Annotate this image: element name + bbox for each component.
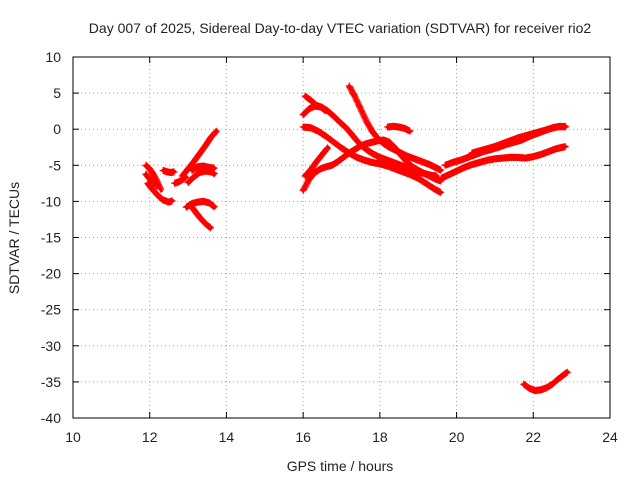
series-arc-6 [178,127,220,180]
series-arc-3 [142,170,161,190]
data-point [168,197,176,205]
series-arc-2 [144,179,176,206]
data-point [211,129,219,137]
data-point [323,145,331,153]
y-tick-label: 5 [53,85,61,101]
y-tick-label: -20 [41,266,61,282]
data-point [210,203,218,211]
y-tick-label: -25 [41,302,61,318]
data-point [437,166,445,174]
series-arc-20 [468,122,569,157]
series-arc-7 [182,197,218,211]
series-arc-5 [171,173,190,187]
x-tick-label: 14 [219,429,235,445]
data-point [433,172,441,180]
y-tick-label: -10 [41,193,61,209]
series-arc-17 [384,122,414,135]
data-point [563,368,571,376]
x-tick-label: 10 [65,429,81,445]
x-tick-label: 12 [142,429,158,445]
data-point [170,168,178,176]
y-tick-label: 10 [45,49,61,65]
y-tick-label: -40 [41,410,61,426]
series-arc-15 [301,144,331,180]
y-tick-label: 0 [53,121,61,137]
data-point [157,185,165,193]
data-point [322,107,330,115]
data-point [561,122,569,130]
y-tick-label: -35 [41,374,61,390]
x-axis-label: GPS time / hours [287,458,394,474]
data-point [322,145,330,153]
x-tick-label: 24 [602,429,618,445]
data-point [212,127,220,135]
x-tick-label: 22 [525,429,541,445]
series-arc-8 [188,203,214,232]
x-tick-label: 18 [372,429,388,445]
series-arc-14 [299,102,330,119]
series-arc-4 [159,166,178,176]
data-marks [142,82,571,395]
y-tick-label: -5 [49,157,62,173]
y-axis-label: SDTVAR / TECUs [6,182,22,294]
series-arc-21 [520,368,571,395]
x-tick-label: 16 [295,429,311,445]
series-arc-16 [345,82,445,174]
data-point [212,128,220,136]
data-point [210,170,218,178]
series-arc-19 [437,143,569,182]
x-tick-label: 20 [449,429,465,445]
data-point [437,188,445,196]
data-point [324,144,331,152]
axis-ticks: 10 12 14 16 18 20 22 24 -40 -35 -30 -25 -20 -15 -10 -5 0… [41,49,618,445]
data-point [207,224,214,232]
y-tick-label: -30 [41,338,61,354]
data-point [153,182,161,190]
y-tick-label: -15 [41,230,61,246]
series-arc-10 [184,167,218,187]
chart-title: Day 007 of 2025, Sidereal Day-to-day VTE… [89,20,592,36]
data-point [406,127,414,135]
series-arc-12 [299,123,445,196]
data-point [561,143,569,151]
